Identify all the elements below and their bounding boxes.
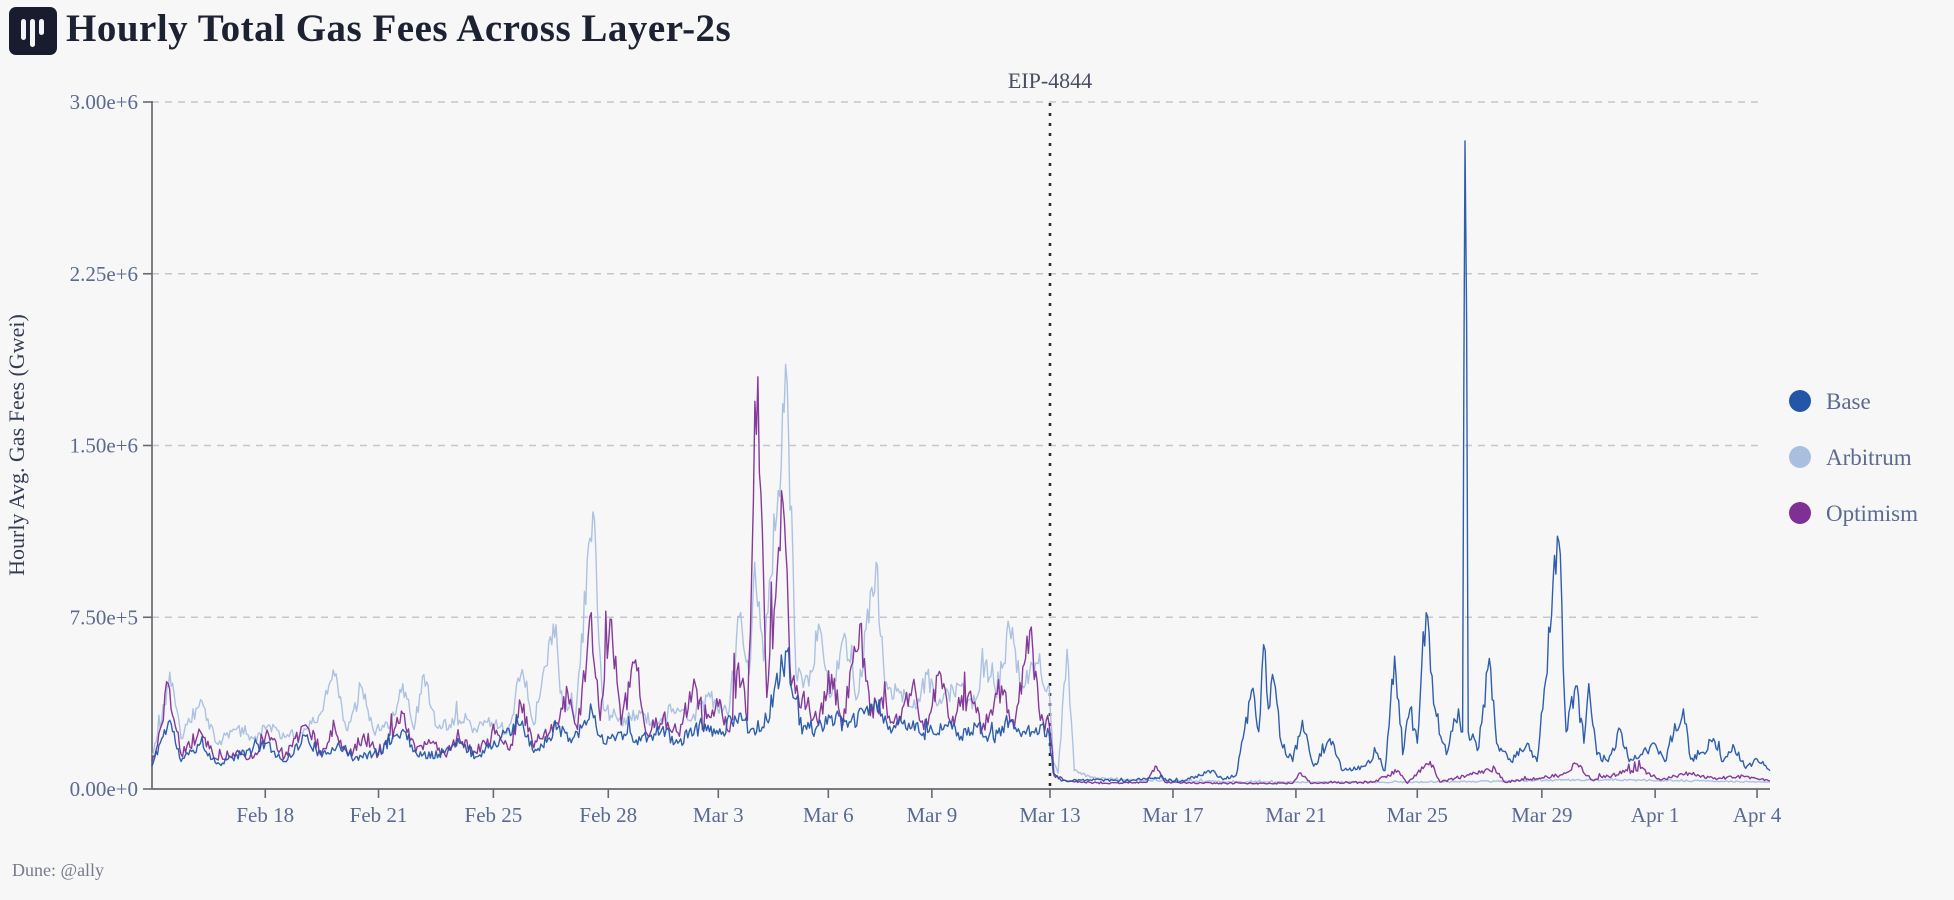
x-tick-label: Feb 18 [236, 803, 294, 827]
y-tick-label: 3.00e+6 [70, 90, 138, 114]
logo-bar [30, 19, 35, 47]
legend-label: Arbitrum [1826, 445, 1912, 470]
x-tick-label: Mar 21 [1265, 803, 1326, 827]
bar-chart-logo-icon [9, 7, 57, 55]
x-tick-label: Mar 9 [907, 803, 958, 827]
x-tick-label: Apr 4 [1733, 803, 1782, 827]
x-tick-label: Apr 1 [1631, 803, 1679, 827]
y-tick-label: 1.50e+6 [70, 434, 138, 458]
series-line-arbitrum [151, 363, 1771, 784]
legend-swatch-arbitrum [1789, 446, 1811, 468]
legend-item-base[interactable]: Base [1789, 389, 1871, 414]
chart-credit: Dune: @ally [12, 860, 105, 880]
x-tick-label: Mar 25 [1387, 803, 1448, 827]
legend-swatch-optimism [1789, 502, 1811, 524]
logo-bar [39, 19, 44, 35]
y-tick-label: 0.00e+0 [70, 777, 138, 801]
x-tick-label: Mar 3 [693, 803, 744, 827]
series-line-base [151, 140, 1771, 783]
x-tick-label: Mar 13 [1019, 803, 1080, 827]
legend-item-optimism[interactable]: Optimism [1789, 501, 1918, 526]
legend-swatch-base [1789, 390, 1811, 412]
legend-label: Base [1826, 389, 1871, 414]
x-tick-label: Mar 6 [803, 803, 854, 827]
y-tick-label: 7.50e+5 [70, 605, 138, 629]
x-tick-label: Feb 25 [465, 803, 523, 827]
series-line-optimism [151, 376, 1771, 785]
legend-item-arbitrum[interactable]: Arbitrum [1789, 445, 1912, 470]
x-tick-label: Mar 29 [1511, 803, 1572, 827]
eip-4844-label: EIP-4844 [1008, 68, 1092, 93]
y-axis-title: Hourly Avg. Gas Fees (Gwei) [4, 314, 29, 576]
y-tick-label: 2.25e+6 [70, 262, 138, 286]
x-tick-label: Mar 17 [1142, 803, 1203, 827]
x-tick-label: Feb 21 [350, 803, 408, 827]
logo-bar [21, 19, 26, 40]
legend-label: Optimism [1826, 501, 1918, 526]
page-title: Hourly Total Gas Fees Across Layer-2s [66, 7, 732, 50]
x-tick-label: Feb 28 [579, 803, 637, 827]
header: Hourly Total Gas Fees Across Layer-2s [0, 0, 1954, 64]
